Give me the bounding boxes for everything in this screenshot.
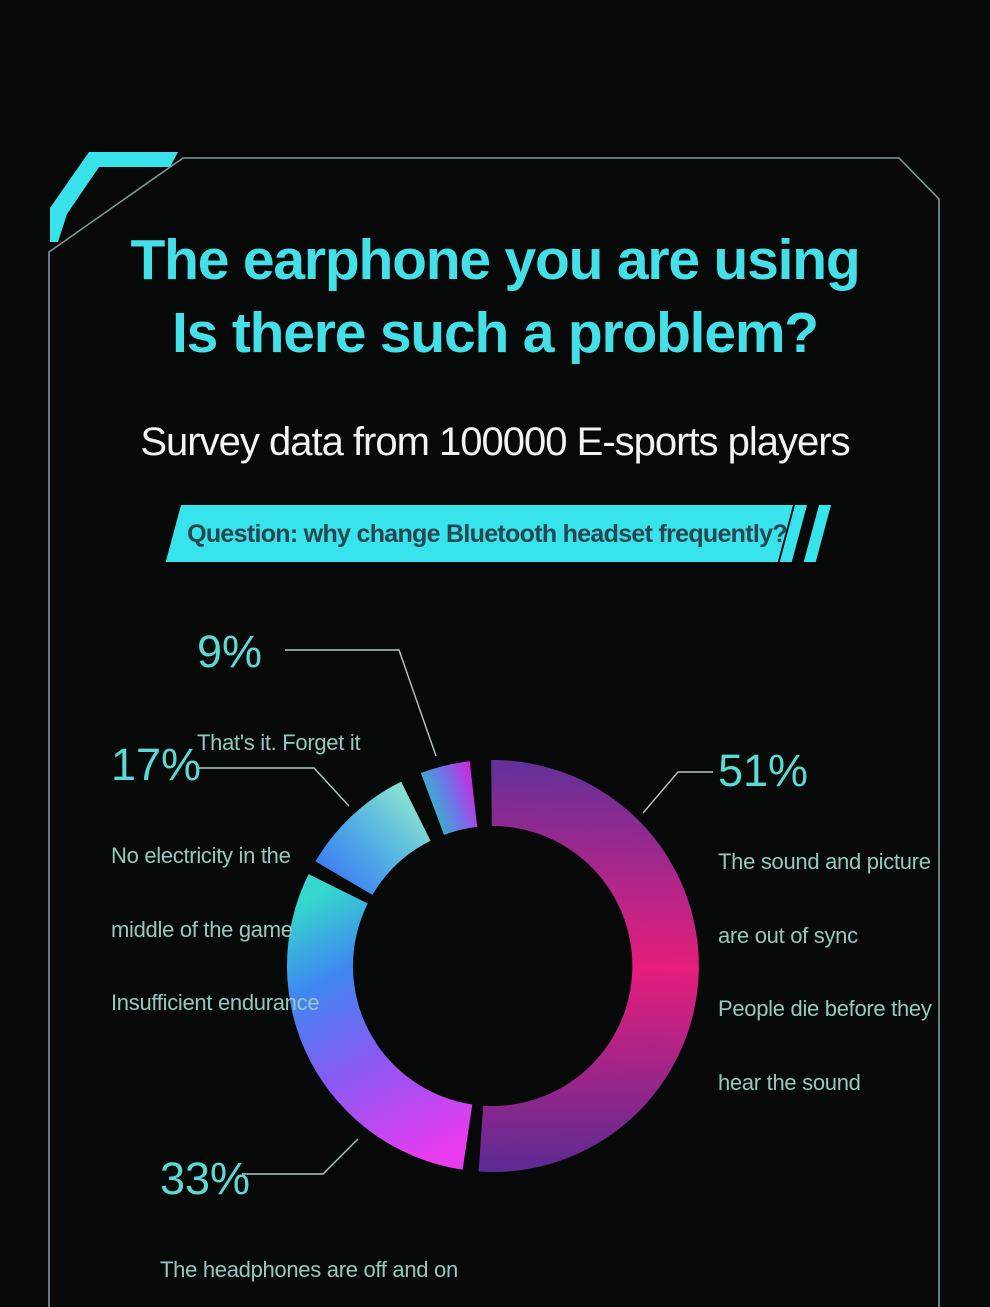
callout-9: 9% That's it. Forget it bbox=[197, 629, 427, 805]
leader-line-9 bbox=[285, 649, 437, 757]
callout-17-desc-line: middle of the game bbox=[111, 916, 293, 942]
callout-17-desc-line: Insufficient endurance bbox=[111, 990, 320, 1015]
donut-segment-9 bbox=[420, 761, 478, 835]
page-subtitle: Survey data from 100000 E-sports players bbox=[140, 420, 850, 464]
callout-51-value: 51% bbox=[718, 745, 809, 796]
callout-51: 51% The sound and picture are out of syn… bbox=[718, 748, 933, 1144]
page-title-line1: The earphone you are using bbox=[130, 228, 861, 292]
callout-9-desc-line: That's it. Forget it bbox=[197, 730, 361, 755]
leader-line-17 bbox=[197, 767, 350, 807]
donut-segment-17 bbox=[315, 781, 431, 895]
callout-33-value: 33% bbox=[160, 1153, 251, 1204]
callout-33-desc-line: The headphones are off and on bbox=[160, 1257, 458, 1282]
donut-segment-51 bbox=[478, 759, 699, 1172]
leader-line-33 bbox=[242, 1138, 359, 1175]
callout-9-value: 9% bbox=[197, 626, 263, 677]
page-title-line2: Is there such a problem? bbox=[172, 301, 819, 365]
callout-51-desc-line: People die before they bbox=[718, 996, 932, 1021]
callout-17: 17% No electricity in the middle of the … bbox=[111, 742, 341, 1065]
callout-33: 33% The headphones are off and on There'… bbox=[160, 1156, 470, 1307]
frame-outline bbox=[48, 157, 940, 1307]
frame-corner-accent bbox=[50, 152, 178, 242]
callout-51-desc-line: The sound and picture bbox=[718, 849, 931, 874]
callout-51-desc-line: hear the sound bbox=[718, 1069, 861, 1095]
callout-17-desc-line: No electricity in the bbox=[111, 843, 291, 868]
page-title: The earphone you are using Is there such… bbox=[0, 224, 990, 370]
donut-segment-33 bbox=[286, 874, 473, 1170]
callout-17-value: 17% bbox=[111, 739, 202, 790]
question-banner-label: Question: why change Bluetooth headset f… bbox=[187, 520, 787, 548]
callout-51-desc-line: are out of sync bbox=[718, 922, 858, 948]
leader-line-51 bbox=[642, 771, 713, 814]
